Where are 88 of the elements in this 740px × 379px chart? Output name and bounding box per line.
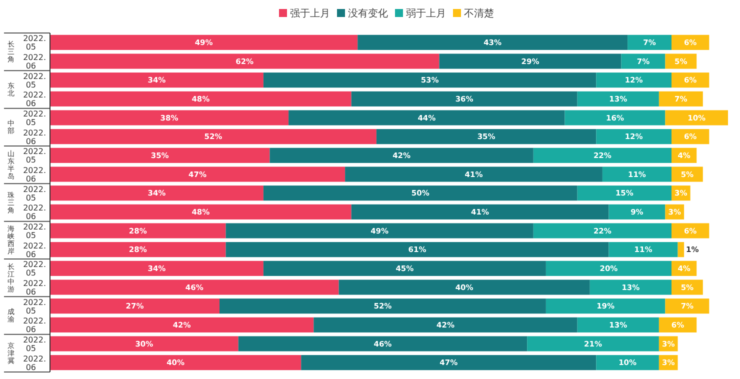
- bar: [50, 129, 376, 144]
- bar: [338, 280, 590, 295]
- bar: [672, 34, 710, 50]
- bar: [577, 186, 672, 201]
- bar: [577, 317, 659, 332]
- bar: [672, 166, 703, 182]
- y-tick-label: 2022.05: [23, 222, 46, 240]
- y-tick-label: 2022.05: [23, 72, 46, 90]
- legend-label: 强于上月: [290, 8, 330, 20]
- y-tick-label: 2022.05: [23, 34, 46, 52]
- y-tick-label: 2022.06: [23, 166, 46, 184]
- bar: [263, 260, 546, 276]
- bar: [50, 336, 238, 352]
- y-tick-label: 2022.06: [23, 354, 46, 372]
- bar: [50, 54, 440, 69]
- y-tick-label: 2022.05: [23, 336, 46, 353]
- bar: [546, 260, 672, 276]
- bar: [376, 129, 596, 144]
- bar: [50, 260, 264, 276]
- bar: [658, 91, 703, 106]
- y-tick-label: 2022.06: [23, 316, 46, 334]
- bar: [263, 186, 578, 201]
- bar: [226, 223, 534, 238]
- bar: [50, 186, 264, 201]
- bar: [665, 54, 697, 69]
- legend-label: 没有变化: [348, 8, 388, 20]
- bar: [596, 72, 672, 88]
- y-tick-label: 2022.05: [23, 260, 46, 278]
- bar: [672, 72, 710, 88]
- bar: [50, 34, 358, 50]
- bar: [596, 355, 659, 370]
- bar: [533, 148, 672, 163]
- bar: [608, 242, 678, 258]
- y-tick-label: 2022.06: [23, 90, 46, 108]
- y-tick-label: 2022.05: [23, 298, 46, 316]
- bar: [50, 72, 264, 88]
- legend-label: 不清楚: [464, 8, 494, 20]
- bar: [50, 317, 314, 332]
- bar: [439, 54, 622, 69]
- bar: [50, 298, 220, 314]
- bar: [50, 223, 226, 238]
- bar: [527, 336, 659, 352]
- bar: [220, 298, 546, 314]
- bar: [621, 54, 666, 69]
- bar: [351, 204, 609, 220]
- bar: [672, 129, 710, 144]
- bar: [665, 298, 710, 314]
- y-tick-label: 2022.06: [23, 128, 46, 146]
- bar: [314, 317, 578, 332]
- bar: [665, 110, 728, 126]
- bar: [608, 204, 666, 220]
- bar: [658, 317, 697, 332]
- bar: [238, 336, 528, 352]
- bar: [50, 280, 339, 295]
- bar: [596, 129, 672, 144]
- bar: [590, 280, 672, 295]
- y-tick-label: 2022.06: [23, 279, 46, 296]
- bar: [50, 166, 346, 182]
- bar: [672, 223, 710, 238]
- bar: [345, 166, 602, 182]
- bar: [628, 34, 672, 50]
- y-tick-label: 2022.05: [23, 110, 46, 127]
- bar: [678, 242, 684, 258]
- legend-label: 弱于上月: [406, 8, 446, 20]
- bar: [546, 298, 666, 314]
- y-tick-label: 2022.06: [23, 53, 46, 70]
- bar: [564, 110, 666, 126]
- y-tick-label: 2022.05: [23, 147, 46, 165]
- bar: [50, 148, 270, 163]
- bar: [226, 242, 609, 258]
- bar: [50, 110, 289, 126]
- bar: [358, 34, 628, 50]
- bar: [301, 355, 596, 370]
- bar: [263, 72, 596, 88]
- bar: [533, 223, 672, 238]
- y-tick-label: 2022.06: [23, 241, 46, 259]
- bar: [577, 91, 659, 106]
- bar: [351, 91, 578, 106]
- y-tick-label: 2022.05: [23, 184, 46, 202]
- bar: [288, 110, 565, 126]
- bar: [50, 91, 352, 106]
- y-tick-label: 2022.06: [23, 204, 46, 222]
- bar: [50, 204, 352, 220]
- bar: [50, 355, 302, 370]
- bar: [270, 148, 534, 163]
- bar: [672, 280, 703, 295]
- bar: [50, 242, 226, 258]
- bar: [602, 166, 672, 182]
